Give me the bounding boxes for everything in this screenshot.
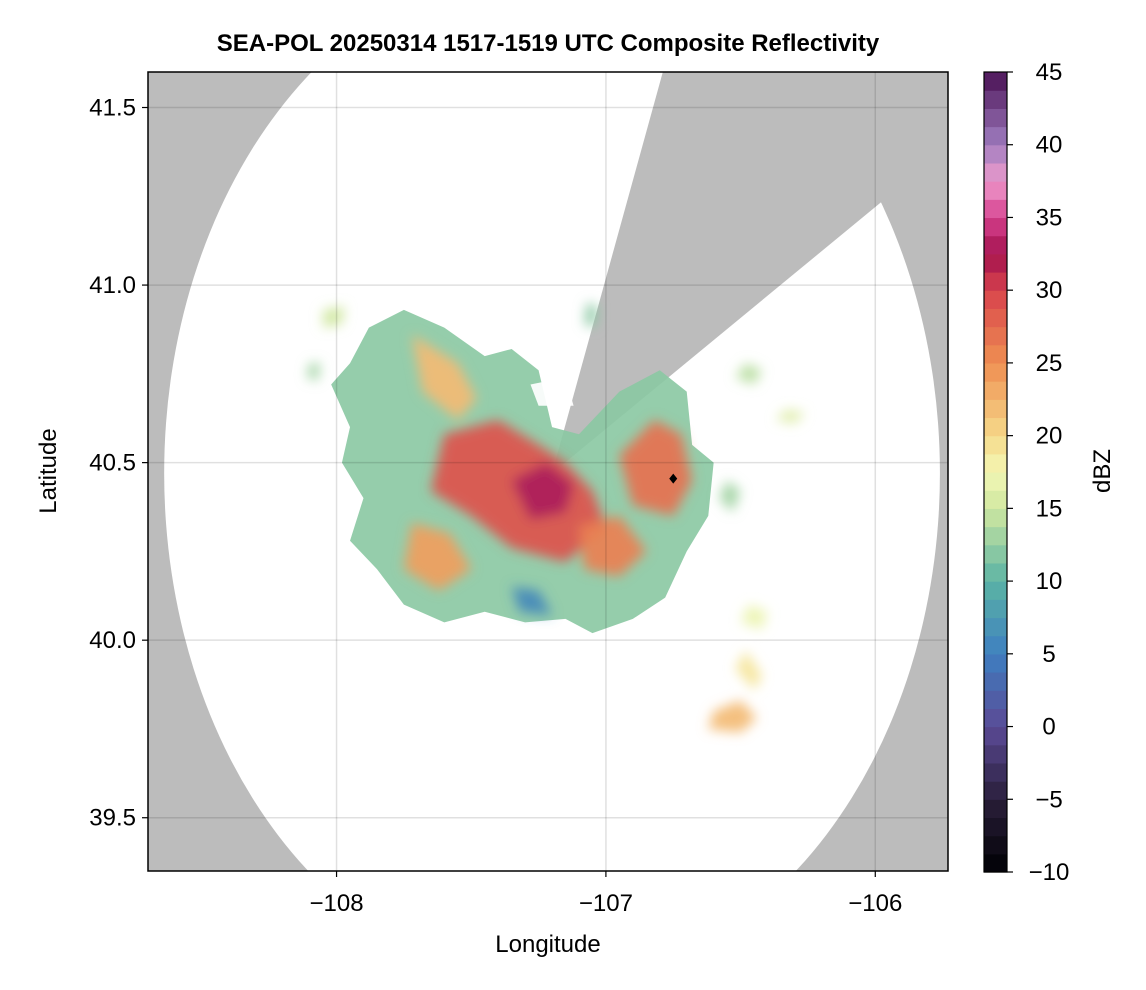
colorbar-tick-label: 30 <box>1036 277 1063 304</box>
colorbar-swatch <box>984 599 1007 619</box>
echo-cell-w2 <box>306 363 321 381</box>
colorbar-swatch <box>984 708 1007 728</box>
colorbar-swatch <box>984 472 1007 491</box>
x-tick-label: −108 <box>310 890 364 917</box>
echo-cell-e2 <box>775 409 806 424</box>
colorbar-swatch <box>984 544 1007 564</box>
colorbar-tick-label: 0 <box>1042 714 1055 741</box>
colorbar-swatch <box>984 508 1007 528</box>
colorbar-swatch <box>984 581 1007 600</box>
colorbar-tick-label: 15 <box>1036 495 1063 522</box>
colorbar-label: dBZ <box>1089 449 1116 493</box>
colorbar-swatch <box>984 635 1007 655</box>
echo-sw-lobe <box>403 522 472 591</box>
colorbar-swatch <box>984 290 1007 309</box>
colorbar-swatch <box>984 562 1007 582</box>
diamond-marker <box>669 473 678 484</box>
y-tick-label: 41.0 <box>89 272 136 299</box>
colorbar-swatch <box>984 326 1007 346</box>
grid-lines <box>148 72 948 871</box>
site-marker <box>669 473 678 484</box>
colorbar-swatch <box>984 108 1007 128</box>
echo-arm-nw <box>411 334 477 421</box>
echo-gap-n <box>530 377 574 406</box>
colorbar-tick-label: −5 <box>1035 786 1062 813</box>
y-axis: 39.5 40.0 40.5 41.0 41.5 <box>89 95 148 832</box>
colorbar-tick-label: 20 <box>1036 423 1063 450</box>
colorbar-swatch <box>984 726 1007 746</box>
colorbar-tick-label: 25 <box>1036 350 1063 377</box>
echo-core-2 <box>511 462 574 520</box>
y-axis-label: Latitude <box>35 428 62 513</box>
colorbar-swatch <box>984 690 1007 709</box>
colorbar-swatch <box>984 181 1007 200</box>
colorbar: −10 −5 0 5 10 15 20 25 30 35 40 45 <box>983 59 1070 886</box>
echo-cell-e1 <box>735 363 763 385</box>
y-tick-label: 41.5 <box>89 95 136 122</box>
y-tick-label: 39.5 <box>89 805 136 832</box>
echo-cell-w1 <box>323 306 345 328</box>
echo-cell-s2 <box>735 650 763 690</box>
colorbar-frame <box>983 71 1008 873</box>
colorbar-swatch <box>984 253 1007 273</box>
colorbar-swatch <box>984 799 1007 819</box>
chart-title: SEA-POL 20250314 1517-1519 UTC Composite… <box>216 30 880 57</box>
colorbar-swatch <box>984 308 1007 328</box>
y-tick-label: 40.5 <box>89 450 136 477</box>
colorbar-tick-label: 10 <box>1036 568 1063 595</box>
colorbar-swatch <box>984 126 1007 146</box>
colorbar-swatch <box>984 399 1007 419</box>
colorbar-tick-label: 40 <box>1036 132 1063 159</box>
colorbar-tick-label: 35 <box>1036 204 1063 231</box>
colorbar-swatch <box>984 817 1007 837</box>
echo-core-4 <box>578 515 647 577</box>
colorbar-swatch <box>984 653 1007 673</box>
colorbar-swatch <box>984 435 1007 455</box>
blocked-sector <box>552 72 948 474</box>
colorbar-swatch <box>984 272 1007 291</box>
plot-frame <box>147 71 949 872</box>
colorbar-tick-label: 45 <box>1036 59 1063 86</box>
colorbar-swatch <box>984 90 1007 109</box>
colorbar-swatch <box>984 617 1007 637</box>
colorbar-swatch <box>984 381 1007 400</box>
echo-cell-e3 <box>719 480 741 513</box>
colorbar-swatch <box>984 762 1007 782</box>
y-tick-label: 40.0 <box>89 627 136 654</box>
colorbar-swatch <box>984 72 1007 91</box>
colorbar-swatch <box>984 362 1007 382</box>
x-axis-label: Longitude <box>495 931 600 958</box>
colorbar-swatch <box>984 672 1007 691</box>
blocked-sector-wedge <box>552 72 948 474</box>
reflectivity-echoes <box>306 302 806 733</box>
colorbar-swatch <box>984 744 1007 764</box>
colorbar-swatch <box>984 344 1007 364</box>
colorbar-swatch <box>984 853 1007 873</box>
x-axis: −108 −107 −106 <box>310 871 902 917</box>
x-tick-label: −107 <box>579 890 633 917</box>
colorbar-swatch <box>984 144 1007 164</box>
colorbar-swatch <box>984 490 1007 509</box>
colorbar-swatch <box>984 235 1007 255</box>
echo-cell-s1 <box>740 604 768 630</box>
colorbar-swatch <box>984 526 1007 546</box>
colorbar-swatch <box>984 781 1007 800</box>
colorbar-swatch <box>984 217 1007 237</box>
colorbar-swatch <box>984 453 1007 473</box>
echo-core-3 <box>619 420 693 516</box>
colorbar-tick-label: −10 <box>1029 859 1070 886</box>
colorbar-swatch <box>984 417 1007 437</box>
echo-cell-s3 <box>708 700 757 733</box>
x-tick-label: −106 <box>848 890 902 917</box>
colorbar-swatch <box>984 162 1007 182</box>
echo-cell-nc <box>584 302 598 328</box>
colorbar-tick-label: 5 <box>1042 641 1055 668</box>
echo-s-blue <box>511 586 553 616</box>
colorbar-swatch <box>984 199 1007 219</box>
colorbar-swatch <box>984 835 1007 855</box>
